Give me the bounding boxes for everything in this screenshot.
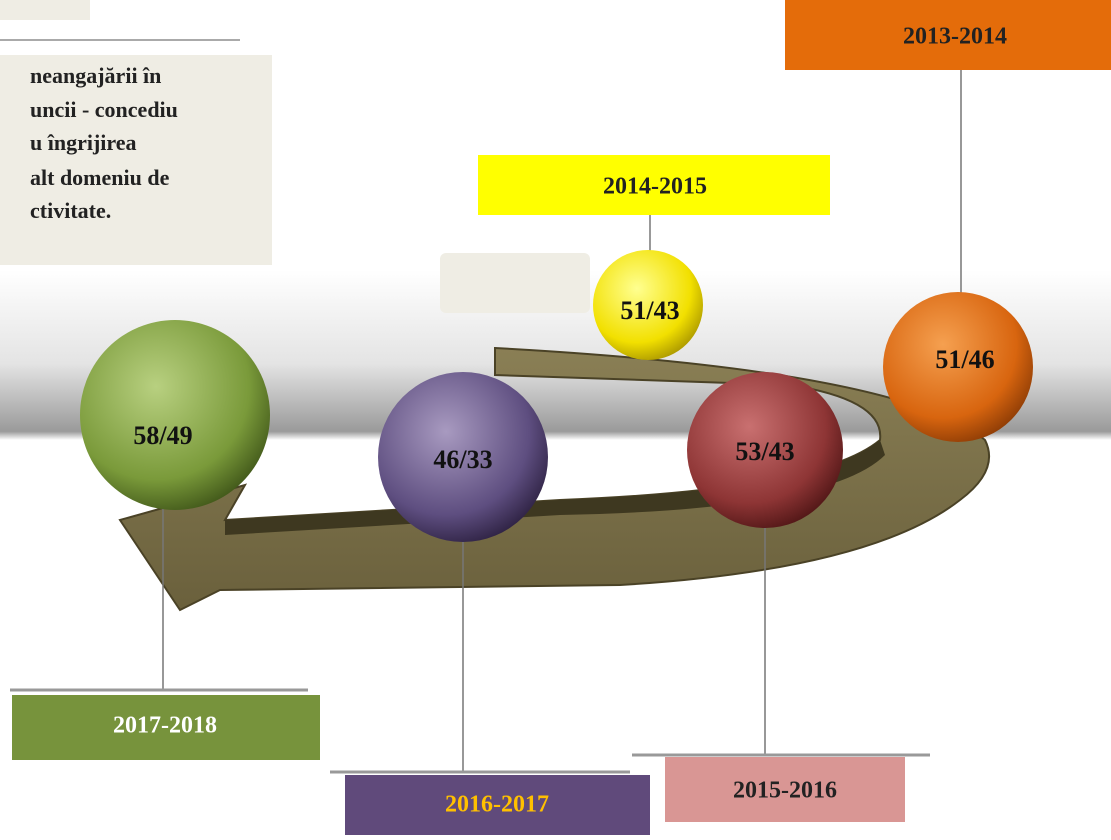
panel — [0, 0, 90, 20]
node-value: 58/49 — [133, 421, 192, 450]
panel — [440, 253, 590, 313]
diagram: neangajării în uncii - concediu u îngrij… — [0, 0, 1111, 835]
sphere — [80, 320, 270, 510]
text-line: neangajării în — [30, 63, 161, 88]
period-label: 2014-2015 — [603, 174, 707, 200]
text-line: alt domeniu de — [30, 165, 170, 190]
text-line: uncii - concediu — [30, 97, 178, 122]
period-label: 2015-2016 — [733, 778, 837, 804]
node-value: 53/43 — [735, 437, 794, 466]
text-line: u îngrijirea — [30, 130, 137, 155]
node-value: 51/46 — [935, 345, 994, 374]
period-label: 2016-2017 — [445, 792, 549, 818]
page: neangajării în uncii - concediu u îngrij… — [0, 0, 1111, 835]
node-value: 46/33 — [433, 445, 492, 474]
period-label: 2013-2014 — [903, 24, 1007, 50]
text-line: ctivitate. — [30, 198, 111, 223]
node-value: 51/43 — [620, 296, 679, 325]
period-label: 2017-2018 — [113, 713, 217, 739]
